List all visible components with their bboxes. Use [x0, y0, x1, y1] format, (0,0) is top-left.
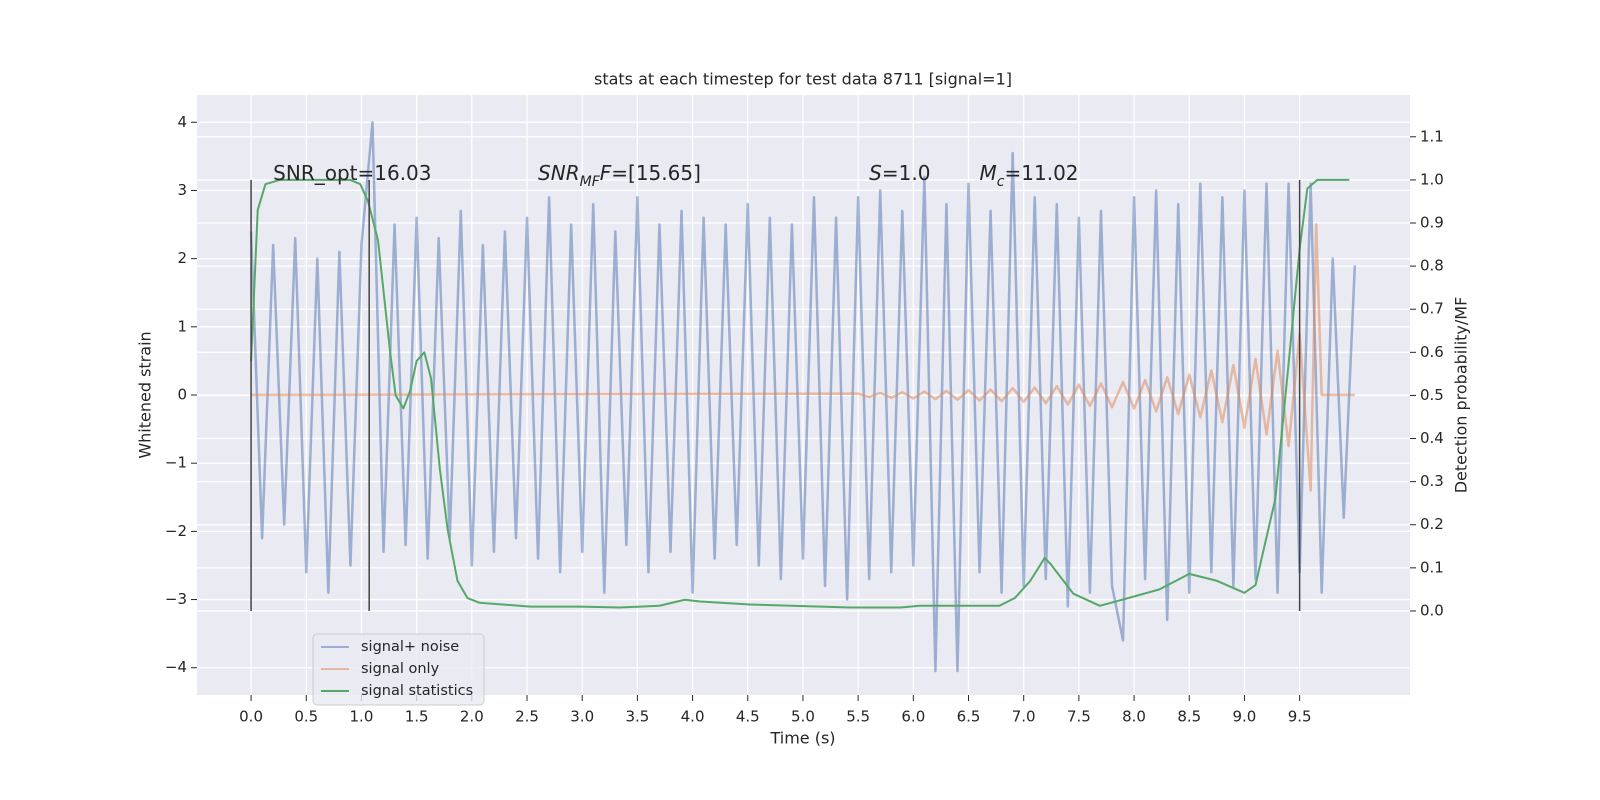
x-tick-label: 9.0 [1233, 708, 1257, 726]
annotation-part: c [997, 174, 1005, 190]
x-axis-label: Time (s) [769, 729, 835, 748]
annotation-part: =[15.65] [611, 161, 701, 185]
x-tick-label: 6.0 [901, 708, 925, 726]
x-tick-label: 4.0 [681, 708, 705, 726]
x-tick-label: 2.0 [460, 708, 484, 726]
x-tick-label: 7.5 [1067, 708, 1091, 726]
y-tick-label: 3 [177, 181, 187, 199]
annotation: SNR_opt=16.03 [273, 161, 431, 185]
x-tick-label: 3.0 [570, 708, 594, 726]
annotation: Mc=11.02 [980, 161, 1079, 191]
y2-tick-label: 0.6 [1420, 343, 1444, 361]
x-tick-label: 0.0 [239, 708, 263, 726]
chart-title: stats at each timestep for test data 871… [594, 70, 1012, 89]
x-tick-label: 9.5 [1288, 708, 1312, 726]
x-tick-label: 3.5 [625, 708, 649, 726]
y2-tick-label: 1.0 [1420, 170, 1444, 188]
y-tick-label: −2 [165, 522, 187, 540]
x-tick-label: 6.5 [957, 708, 981, 726]
annotation-part: SNR_opt=16.03 [273, 161, 431, 185]
annotation-part: M [980, 161, 997, 185]
series-line [250, 178, 1350, 609]
y-tick-label: 4 [177, 113, 187, 131]
annotation: S=1.0 [869, 161, 930, 185]
annotation-part: SNR [538, 161, 580, 185]
x-tick-label: 4.5 [736, 708, 760, 726]
annotation-part: S [869, 161, 882, 185]
legend: signal+ noise signal only signal statistic… [312, 633, 485, 706]
annotation-part: =1.0 [882, 161, 931, 185]
y2-tick-label: 0.9 [1420, 214, 1444, 232]
x-tick-label: 2.5 [515, 708, 539, 726]
y-tick-label: −3 [165, 590, 187, 608]
y-tick-label: 0 [177, 386, 187, 404]
annotation-part: =11.02 [1005, 161, 1079, 185]
series-line [249, 121, 1357, 673]
y-tick-label: 2 [177, 249, 187, 267]
annotation: SNRMFF=[15.65] [538, 161, 701, 191]
y-tick-label: −4 [165, 658, 187, 676]
x-tick-label: 1.5 [405, 708, 429, 726]
y2-tick-label: 0.8 [1420, 257, 1444, 275]
y-tick-label: 1 [177, 317, 187, 335]
legend-box [312, 633, 485, 706]
y2-tick-label: 0.3 [1420, 472, 1444, 490]
x-tick-label: 1.0 [350, 708, 374, 726]
legend-label: signal+ noise [361, 639, 459, 655]
y2-tick-label: 0.2 [1420, 515, 1444, 533]
y2-tick-label: 0.0 [1420, 601, 1444, 619]
x-tick-label: 5.5 [846, 708, 870, 726]
x-tick-label: 5.0 [791, 708, 815, 726]
legend-label: signal statistics [361, 683, 473, 699]
annotation-part: F [600, 161, 612, 185]
legend-label: signal only [361, 661, 440, 677]
series-line [251, 223, 1355, 492]
y2-axis-label: Detection probability/MF [1452, 297, 1471, 494]
y2-tick-label: 0.1 [1420, 558, 1444, 576]
y2-tick-label: 0.4 [1420, 429, 1444, 447]
x-tick-label: 7.0 [1012, 708, 1036, 726]
y2-tick-label: 0.5 [1420, 386, 1444, 404]
x-tick-label: 0.5 [294, 708, 318, 726]
y-tick-label: −1 [165, 454, 187, 472]
annotation-part: MF [580, 174, 601, 190]
y2-tick-label: 0.7 [1420, 300, 1444, 318]
x-tick-label: 8.0 [1122, 708, 1146, 726]
x-tick-label: 8.5 [1177, 708, 1201, 726]
y2-tick-label: 1.1 [1420, 127, 1444, 145]
y-axis-label: Whitened strain [136, 331, 155, 458]
